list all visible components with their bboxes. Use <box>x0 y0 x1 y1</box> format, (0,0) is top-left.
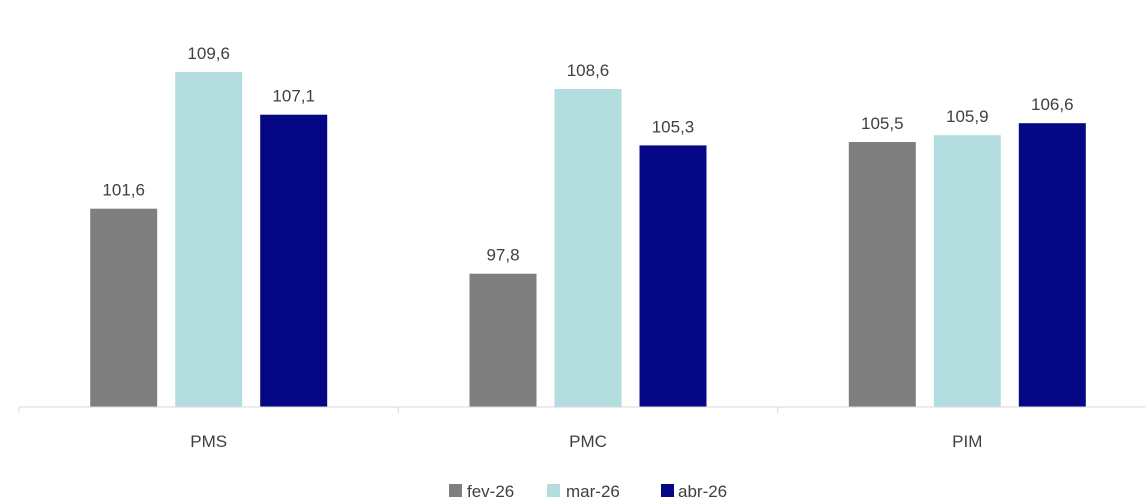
data-label-pim-abr-26: 106,6 <box>1031 95 1074 114</box>
bar-pms-fev-26 <box>90 208 158 407</box>
legend-swatch-abr-26 <box>661 484 674 497</box>
bar-pms-abr-26 <box>260 114 328 407</box>
x-axis: PMS PMC PIM <box>18 406 1145 451</box>
x-tick-label-pmc: PMC <box>569 432 607 451</box>
data-label-pmc-mar-26: 108,6 <box>567 61 610 80</box>
bar-pmc-fev-26 <box>469 273 537 407</box>
legend-swatch-mar-26 <box>547 484 560 497</box>
data-label-pmc-abr-26: 105,3 <box>652 117 695 136</box>
x-tick-label-pms: PMS <box>190 432 227 451</box>
data-label-pms-abr-26: 107,1 <box>272 87 315 106</box>
legend: fev-26 mar-26 abr-26 <box>449 482 727 501</box>
data-label-pmc-fev-26: 97,8 <box>486 246 519 265</box>
data-label-pim-fev-26: 105,5 <box>861 114 904 133</box>
bar-pmc-abr-26 <box>639 145 707 407</box>
bar-pim-fev-26 <box>848 142 916 407</box>
bar-pim-abr-26 <box>1018 123 1086 407</box>
bar-pms-mar-26 <box>175 71 243 408</box>
data-label-pms-fev-26: 101,6 <box>102 181 145 200</box>
x-tick-label-pim: PIM <box>952 432 982 451</box>
legend-label-fev-26: fev-26 <box>467 482 514 501</box>
data-label-pim-mar-26: 105,9 <box>946 107 989 126</box>
legend-label-mar-26: mar-26 <box>566 482 620 501</box>
data-label-pms-mar-26: 109,6 <box>187 44 230 63</box>
legend-swatch-fev-26 <box>449 484 462 497</box>
bar-pim-mar-26 <box>933 135 1001 407</box>
bar-pmc-mar-26 <box>554 89 622 407</box>
bars-layer <box>90 71 1086 408</box>
legend-label-abr-26: abr-26 <box>678 482 727 501</box>
data-labels-layer: 101,6 109,6 107,1 97,8 108,6 105,3 105,5 105,9 1… <box>102 44 1073 265</box>
